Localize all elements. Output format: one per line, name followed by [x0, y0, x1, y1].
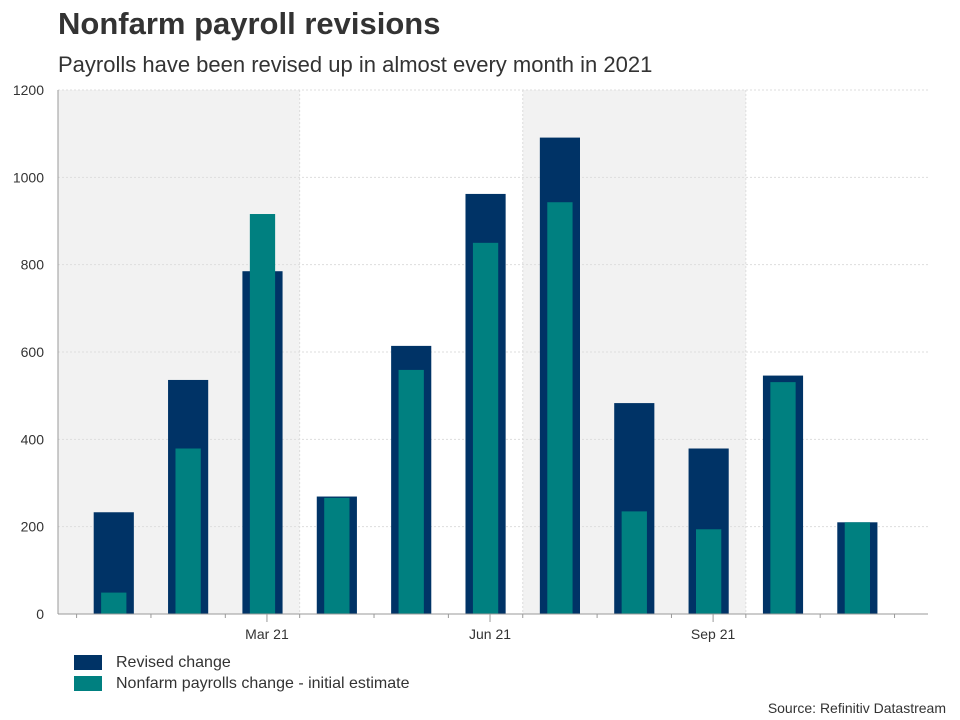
y-tick-label: 200	[21, 519, 45, 535]
chart-title: Nonfarm payroll revisions	[58, 6, 441, 41]
legend-label-revised: Revised change	[116, 653, 231, 671]
x-tick-label: Mar 21	[245, 626, 289, 642]
legend-item-revised: Revised change	[74, 652, 409, 673]
legend-swatch-initial	[74, 676, 102, 691]
y-tick-label: 1200	[13, 82, 44, 98]
y-tick-label: 400	[21, 431, 45, 447]
x-tick-label: Sep 21	[691, 626, 736, 642]
chart-legend: Revised change Nonfarm payrolls change -…	[74, 652, 409, 694]
source-note: Source: Refinitiv Datastream	[767, 700, 946, 716]
y-tick-label: 800	[21, 257, 45, 273]
bar-initial-sep-21	[696, 529, 722, 614]
x-tick-label: Jun 21	[469, 626, 511, 642]
bar-initial-aug-21	[621, 511, 647, 614]
bar-initial-feb-21	[175, 448, 201, 614]
chart-subtitle: Payrolls have been revised up in almost …	[58, 52, 653, 77]
legend-label-initial: Nonfarm payrolls change - initial estima…	[116, 674, 410, 692]
bar-initial-oct-21	[770, 382, 796, 614]
bar-initial-nov-21	[844, 522, 870, 614]
legend-swatch-revised	[74, 655, 102, 670]
bar-initial-jul-21	[547, 202, 573, 614]
y-tick-label: 1000	[13, 169, 44, 185]
y-tick-label: 600	[21, 344, 45, 360]
y-tick-label: 0	[36, 606, 44, 622]
bar-initial-apr-21	[324, 497, 350, 614]
legend-item-initial: Nonfarm payrolls change - initial estima…	[74, 673, 409, 694]
bar-initial-jan-21	[101, 592, 127, 614]
bar-initial-mar-21	[249, 214, 276, 614]
bar-initial-jun-21	[472, 242, 499, 615]
bar-initial-may-21	[398, 369, 424, 614]
